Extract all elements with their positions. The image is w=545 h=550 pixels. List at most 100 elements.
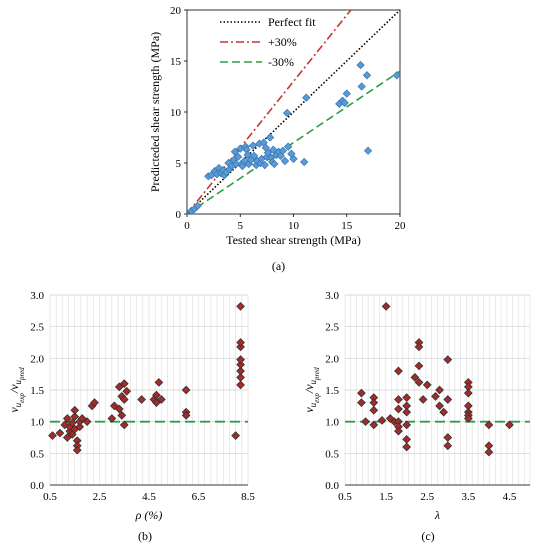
data-point — [236, 338, 245, 347]
data-point — [263, 148, 273, 157]
legend-label-0: Perfect fit — [268, 15, 316, 29]
data-point — [443, 441, 453, 451]
y-tick-label: 2.5 — [30, 322, 44, 334]
data-point — [394, 366, 403, 376]
x-axis-label: Tested shear strength (MPa) — [226, 233, 361, 247]
data-point — [402, 407, 412, 417]
data-point — [435, 401, 444, 411]
data-point — [236, 360, 245, 370]
data-point — [402, 442, 412, 452]
y-tick-label: 10 — [170, 107, 182, 119]
data-point — [90, 398, 99, 408]
data-point — [299, 157, 309, 167]
data-point — [236, 366, 245, 376]
data-point — [236, 355, 245, 364]
data-point — [122, 386, 132, 396]
data-point — [157, 395, 166, 404]
data-point — [392, 71, 401, 80]
data-point — [377, 416, 387, 425]
data-point — [443, 395, 453, 404]
data-point — [231, 431, 240, 440]
chart-a: 0 5 10 15 20 0 5 10 15 20 Tested shear strength (M… — [148, 5, 406, 273]
data-point — [302, 93, 311, 102]
data-point — [107, 414, 117, 423]
y-tick-label: 0.0 — [30, 480, 44, 492]
data-point — [243, 150, 252, 160]
y-tick-label: 20 — [170, 5, 182, 17]
x-axis-label: λ — [434, 508, 440, 522]
data-point — [484, 420, 494, 430]
data-point — [233, 152, 243, 162]
x-tick-label: 10 — [288, 220, 300, 232]
data-point — [431, 391, 440, 401]
data-point — [357, 398, 366, 408]
data-point — [62, 414, 72, 423]
x-tick-label: 2.5 — [93, 491, 107, 503]
x-tick-label: 4.5 — [142, 491, 156, 503]
y-tick-label: 2.0 — [325, 353, 339, 365]
data-point — [236, 380, 245, 390]
data-point — [260, 160, 269, 170]
x-tick-label: 20 — [395, 220, 407, 232]
data-point — [248, 141, 258, 150]
x-tick-label: 4.5 — [503, 491, 517, 503]
data-point — [394, 395, 403, 404]
data-point — [362, 71, 372, 80]
data-point — [249, 151, 259, 161]
data-point — [278, 146, 288, 155]
data-point — [55, 428, 65, 438]
data-point — [282, 108, 292, 118]
data-point — [236, 342, 245, 352]
caption-b: (b) — [138, 529, 152, 543]
data-point — [402, 393, 412, 402]
data-point — [256, 158, 265, 168]
data-point — [394, 426, 403, 436]
x-tick-label: 3.5 — [461, 491, 475, 503]
data-point — [70, 405, 80, 415]
data-point — [289, 154, 298, 164]
data-point — [82, 417, 92, 427]
y-axis-label: vuexp/vupred — [7, 367, 26, 413]
data-point — [357, 388, 366, 398]
y-axis-label: Predicteded shear strength (MPa) — [148, 32, 162, 192]
data-point — [70, 412, 80, 421]
data-point — [230, 147, 240, 156]
data-point — [340, 98, 349, 107]
y-tick-label: 0 — [176, 209, 182, 221]
legend-label-2: -30% — [268, 55, 294, 69]
data-point — [394, 404, 403, 414]
x-tick-label: 5 — [238, 220, 244, 232]
data-point — [48, 431, 57, 440]
data-point — [414, 342, 424, 352]
data-point — [435, 385, 444, 395]
y-tick-label: 0.5 — [30, 448, 44, 460]
data-point — [463, 388, 473, 398]
fit-line-1 — [186, 9, 352, 215]
data-point — [152, 390, 161, 400]
data-point — [361, 417, 370, 427]
data-point — [193, 201, 202, 211]
y-tick-label: 3.0 — [325, 290, 339, 302]
data-point — [154, 378, 164, 387]
data-point — [119, 395, 129, 404]
data-point — [369, 405, 379, 415]
data-point — [410, 372, 420, 382]
data-point — [265, 133, 275, 142]
data-point — [402, 420, 412, 430]
data-point — [342, 89, 351, 98]
data-point — [181, 385, 191, 395]
y-tick-label: 0.5 — [325, 448, 339, 460]
y-tick-label: 3.0 — [30, 290, 44, 302]
data-point — [414, 378, 424, 387]
x-tick-label: 2.5 — [420, 491, 434, 503]
x-axis-label: ρ (%) — [135, 508, 163, 522]
data-point — [443, 433, 453, 442]
data-point — [414, 361, 424, 371]
data-point — [363, 146, 373, 155]
data-point — [114, 404, 124, 414]
data-point — [276, 151, 285, 161]
y-tick-label: 1.0 — [30, 417, 44, 429]
fit-line-2 — [186, 70, 401, 215]
chart-b: 0.5 2.5 4.5 6.5 8.50.00.51.01.52.02.53.0ρ (%… — [7, 290, 255, 543]
